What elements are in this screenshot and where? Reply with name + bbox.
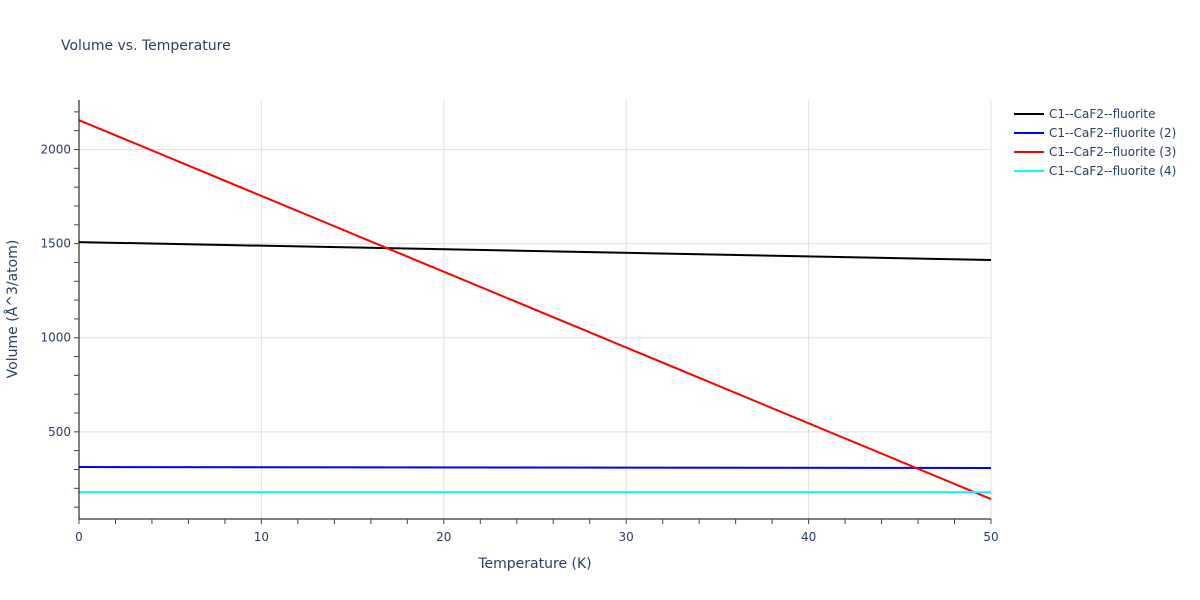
legend-label: C1--CaF2--fluorite (4) [1049,164,1176,178]
y-tick-label: 500 [48,425,71,439]
legend-item[interactable]: C1--CaF2--fluorite (3) [1014,145,1176,159]
plot-area [78,119,992,500]
series-line [78,466,992,469]
x-tick-label: 0 [75,530,83,544]
y-tick-label: 2000 [40,143,71,157]
y-tick-label: 1000 [40,331,71,345]
legend-label: C1--CaF2--fluorite (2) [1049,126,1176,140]
x-axis-title: Temperature (K) [477,556,591,572]
series-line [78,241,992,261]
legend-item[interactable]: C1--CaF2--fluorite (2) [1014,126,1176,140]
grid [79,100,992,519]
legend-item[interactable]: C1--CaF2--fluorite (4) [1014,164,1176,178]
x-tick-label: 10 [254,530,269,544]
legend-label: C1--CaF2--fluorite [1049,107,1155,121]
x-tick-label: 40 [801,530,816,544]
x-tick-label: 30 [619,530,634,544]
y-axis-title: Volume (Å^3/atom) [4,240,21,379]
legend-item[interactable]: C1--CaF2--fluorite [1014,107,1155,121]
x-tick-label: 50 [983,530,998,544]
y-tick-label: 1500 [40,237,71,251]
series-line [78,119,992,500]
legend-label: C1--CaF2--fluorite (3) [1049,145,1176,159]
axes: 0 10 20 30 40 50 500 1000 1500 2000 [40,100,999,544]
legend: C1--CaF2--fluorite C1--CaF2--fluorite (2)… [1014,107,1176,178]
x-tick-label: 20 [436,530,451,544]
chart-title: Volume vs. Temperature [61,38,231,54]
